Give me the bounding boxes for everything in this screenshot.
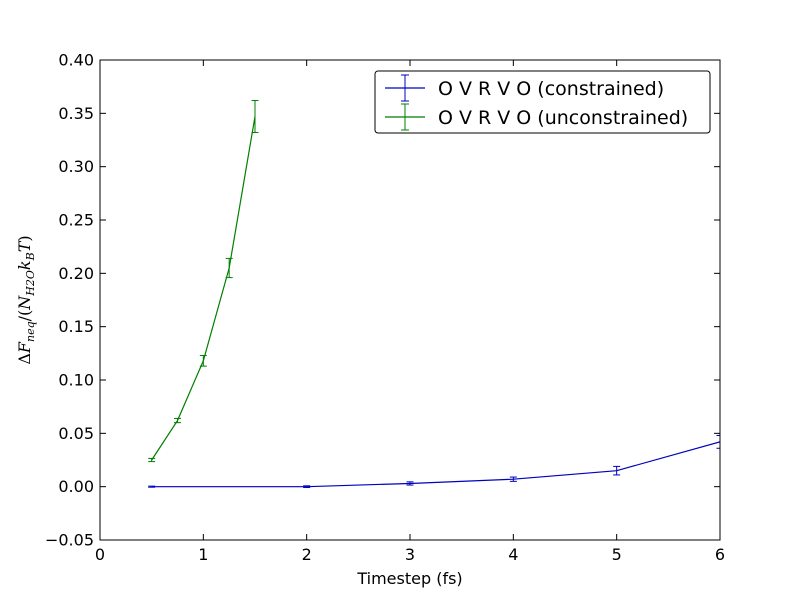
legend: O V R V O (constrained) O V R V O (uncons… bbox=[374, 70, 711, 134]
errorbar-s1-6 bbox=[716, 434, 720, 449]
y-label-slash: /( bbox=[15, 310, 34, 322]
legend-entry-2: O V R V O (unconstrained) bbox=[385, 103, 688, 131]
y-label-n: N bbox=[15, 295, 34, 311]
ticks-layer: 0 1 2 3 4 5 6 −0.05 0.00 0.05 0.10 0.15 0.20 0.25 0.30… bbox=[45, 51, 725, 565]
x-tick-label: 5 bbox=[612, 545, 622, 564]
errorbar-s2-3 bbox=[199, 354, 207, 367]
y-label-sub-neq: neq bbox=[24, 321, 37, 342]
y-label-t: T bbox=[15, 240, 34, 252]
y-label-close: ) bbox=[15, 235, 34, 241]
legend-entry-1: O V R V O (constrained) bbox=[385, 74, 664, 102]
legend-box bbox=[374, 70, 711, 134]
y-tick-label: 0.10 bbox=[58, 371, 94, 390]
errorbar-s2-2 bbox=[174, 417, 181, 424]
errorbar-s1-3 bbox=[406, 481, 414, 486]
errorbar-s2-1 bbox=[148, 457, 156, 463]
y-label-f: F bbox=[15, 341, 34, 354]
errorbar-s1-5 bbox=[613, 465, 621, 476]
y-tick-label: 0.40 bbox=[58, 51, 94, 70]
errorbar-s1-4 bbox=[509, 476, 517, 482]
series-line-1 bbox=[151, 441, 720, 488]
y-tick-label: 0.05 bbox=[58, 424, 94, 443]
y-tick-label: 0.35 bbox=[58, 104, 94, 123]
y-label-k: k bbox=[15, 260, 34, 270]
y-tick-label: 0.20 bbox=[58, 264, 94, 283]
y-label-sub-b: B bbox=[24, 252, 37, 261]
errorbar-s2-4 bbox=[225, 257, 233, 279]
y-axis-label: ΔFneq/(NH2OkBT) bbox=[15, 235, 37, 364]
y-tick-label: 0.30 bbox=[58, 157, 94, 176]
y-tick-label: 0.00 bbox=[58, 477, 94, 496]
series-layer bbox=[148, 100, 720, 489]
x-tick-label: 3 bbox=[405, 545, 415, 564]
errorbar-s1-2 bbox=[303, 485, 311, 489]
errorbar-s1-1 bbox=[148, 485, 156, 488]
x-tick-label: 6 bbox=[715, 545, 725, 564]
y-tick-label: −0.05 bbox=[45, 531, 94, 550]
y-tick-label: 0.25 bbox=[58, 211, 94, 230]
x-tick-label: 2 bbox=[302, 545, 312, 564]
legend-label-1: O V R V O (constrained) bbox=[438, 78, 664, 100]
legend-label-2: O V R V O (unconstrained) bbox=[438, 107, 688, 129]
y-tick-label: 0.15 bbox=[58, 317, 94, 336]
x-tick-label: 0 bbox=[95, 545, 105, 564]
x-tick-label: 4 bbox=[508, 545, 518, 564]
y-label-delta: Δ bbox=[15, 353, 34, 365]
y-label-sub-h2o: H2O bbox=[24, 270, 37, 297]
errorbar-s2-5 bbox=[251, 100, 259, 134]
x-tick-label: 1 bbox=[198, 545, 208, 564]
x-axis-label: Timestep (fs) bbox=[356, 569, 462, 588]
series-line-2 bbox=[151, 116, 256, 461]
